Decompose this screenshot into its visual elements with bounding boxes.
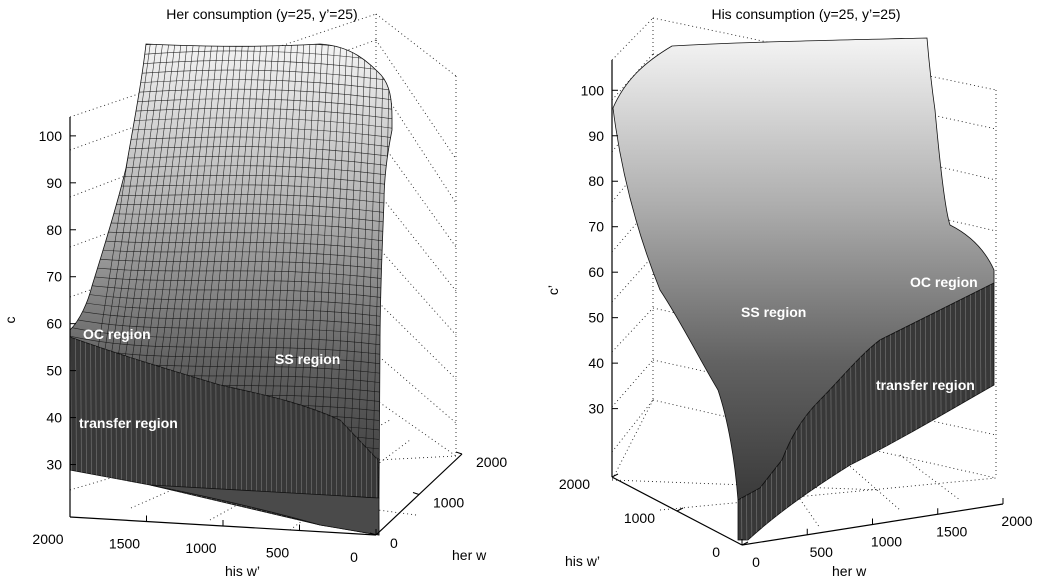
mesh-line [70, 333, 392, 358]
chart-title: His consumption (y=25, y’=25) [711, 6, 900, 22]
y-tick-label: 1000 [433, 495, 464, 511]
ss-region-label: SS region [275, 351, 340, 367]
x-tick-label: 1000 [185, 540, 216, 556]
hatch-line [995, 250, 997, 560]
x-tick-label: 1000 [871, 534, 902, 550]
z-tick-label: 80 [588, 173, 604, 189]
x-tick-label: 500 [266, 545, 290, 561]
y-axis-ticks: 2000 1000 0 [559, 473, 749, 560]
z-tick-label: 100 [581, 82, 605, 98]
y-axis-label: her w [452, 547, 487, 563]
z-tick-label: 80 [46, 222, 62, 238]
ss-region-label: SS region [741, 304, 806, 320]
chart-title: Her consumption (y=25, y’=25) [166, 6, 357, 22]
x-axis-ticks: 2000 1500 1000 500 0 [32, 511, 377, 565]
z-tick-label: 70 [588, 219, 604, 235]
y-tick-mark [455, 451, 463, 455]
hatch-line [249, 337, 253, 535]
z-tick-label: 50 [46, 363, 62, 379]
floor-face [149, 484, 380, 536]
y-axis-label: his w’ [565, 553, 600, 569]
z-tick-label: 30 [588, 401, 604, 417]
y-tick-label: 2000 [476, 454, 507, 470]
x-tick-label: 0 [350, 549, 358, 565]
hatch-line [60, 250, 62, 560]
her-consumption-plot: Her consumption (y=25, y’=25) [2, 6, 507, 579]
z-tick-label: 40 [588, 355, 604, 371]
oc-region-label: OC region [83, 326, 151, 342]
x-tick-label: 0 [752, 554, 760, 570]
mesh-line [70, 263, 392, 282]
mesh-line [70, 272, 392, 291]
transfer-region-label: transfer region [79, 415, 178, 431]
z-axis-label: c’ [545, 285, 561, 295]
x-axis-label: her w [832, 563, 867, 579]
hatch-line [390, 250, 392, 560]
mesh-line [70, 289, 392, 310]
his-consumption-plot: His consumption (y=25, y’=25) [545, 6, 1033, 579]
z-tick-label: 60 [46, 316, 62, 332]
x-tick-label: 1500 [936, 523, 967, 539]
z-tick-label: 40 [46, 410, 62, 426]
z-axis-ticks: 30 40 50 60 70 80 90 100 [581, 82, 618, 417]
y-tick-label: 0 [390, 535, 398, 551]
y-axis-ticks: 0 1000 2000 [369, 451, 507, 551]
mesh-line [70, 298, 392, 320]
z-tick-label: 50 [588, 310, 604, 326]
x-tick-label: 2000 [1001, 513, 1032, 529]
z-tick-label: 90 [588, 128, 604, 144]
x-tick-label: 1500 [109, 536, 140, 552]
y-tick-label: 0 [712, 544, 720, 560]
y-tick-mark [676, 507, 684, 512]
oc-region-label: OC region [910, 274, 978, 290]
x-tick-label: 500 [810, 544, 834, 560]
y-tick-mark [412, 492, 420, 495]
x-tick-label: 2000 [32, 531, 63, 547]
z-tick-label: 60 [588, 264, 604, 280]
z-tick-label: 30 [46, 457, 62, 473]
y-tick-label: 2000 [559, 476, 590, 492]
x-axis-label: his w’ [225, 563, 260, 579]
z-axis-label: c [2, 317, 18, 324]
transfer-region-label: transfer region [876, 377, 975, 393]
x-axis-ticks: 0 500 1000 1500 2000 [741, 498, 1033, 570]
z-tick-label: 70 [46, 269, 62, 285]
z-axis-ticks: 30 40 50 60 70 80 90 100 [39, 128, 76, 473]
mesh-line [70, 324, 392, 348]
mesh-line [70, 44, 392, 45]
y-tick-mark [611, 473, 619, 478]
y-tick-mark [741, 541, 749, 546]
hatch-line [65, 250, 67, 560]
z-tick-label: 100 [39, 128, 63, 144]
mesh-line [70, 280, 392, 301]
y-tick-mark [369, 532, 377, 536]
mesh-line [70, 315, 392, 339]
y-tick-label: 1000 [624, 510, 655, 526]
z-tick-label: 90 [46, 175, 62, 191]
hatch-line [385, 250, 387, 560]
